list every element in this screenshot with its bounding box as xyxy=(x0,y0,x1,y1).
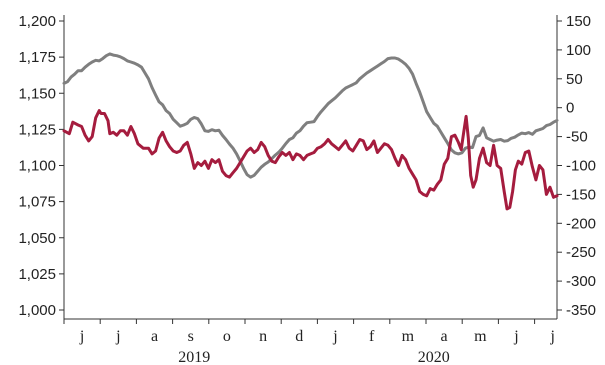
x-month-label: d xyxy=(295,328,303,345)
right-tick-label: -350 xyxy=(566,302,596,319)
x-month-label: s xyxy=(188,328,194,345)
x-month-label: m xyxy=(402,328,415,345)
right-tick-label: -100 xyxy=(566,158,596,175)
left-tick-label: 1,200 xyxy=(18,13,56,30)
left-tick-label: 1,075 xyxy=(18,194,56,211)
series-line-red xyxy=(62,109,559,211)
series-line-grey xyxy=(62,52,559,179)
x-month-label: a xyxy=(151,328,158,345)
x-month-label: o xyxy=(223,328,231,345)
right-tick-label: 50 xyxy=(566,71,583,88)
x-axis: j j a s o n d j f m a m j j 2019 2020 xyxy=(63,318,557,365)
x-year-label: 2020 xyxy=(418,349,450,365)
left-tick-label: 1,125 xyxy=(18,121,56,138)
left-y-axis: 1,000 1,025 1,050 1,075 1,100 1,125 1,150 1,175… xyxy=(18,13,65,319)
right-tick-label: 100 xyxy=(566,42,591,59)
right-tick-label: 0 xyxy=(566,100,574,117)
x-month-label: j xyxy=(332,328,337,345)
right-tick-label: -200 xyxy=(566,215,596,232)
left-tick-label: 1,150 xyxy=(18,85,56,102)
x-month-label: m xyxy=(474,328,487,345)
x-month-label: j xyxy=(513,328,518,345)
right-tick-label: -150 xyxy=(566,186,596,203)
right-tick-label: 150 xyxy=(566,13,591,30)
x-month-label: a xyxy=(441,328,448,345)
plot-area xyxy=(62,52,559,211)
x-month-label: f xyxy=(369,328,375,345)
x-year-label: 2019 xyxy=(178,349,210,365)
left-tick-label: 1,175 xyxy=(18,49,56,66)
left-tick-label: 1,025 xyxy=(18,266,56,283)
right-tick-label: -300 xyxy=(566,273,596,290)
x-month-label: j xyxy=(79,328,84,345)
x-month-label: j xyxy=(115,328,120,345)
left-tick-label: 1,050 xyxy=(18,230,56,247)
left-tick-label: 1,000 xyxy=(18,302,56,319)
right-tick-label: -50 xyxy=(566,129,588,146)
right-y-axis: -350 -300 -250 -200 -150 -100 -50 0 50 100 150 xyxy=(556,13,596,319)
right-tick-label: -250 xyxy=(566,244,596,261)
x-month-label: n xyxy=(259,328,267,345)
x-month-label: j xyxy=(549,328,554,345)
left-tick-label: 1,100 xyxy=(18,158,56,175)
